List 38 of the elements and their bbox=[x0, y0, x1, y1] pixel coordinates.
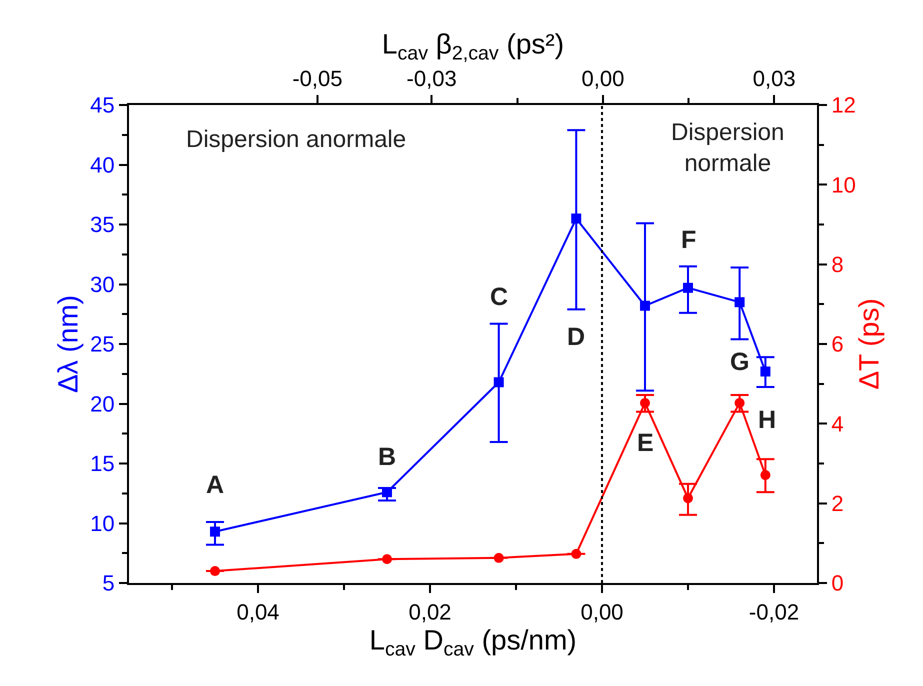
y2-tick-label: 0 bbox=[831, 570, 844, 596]
y-tick-label: 45 bbox=[90, 92, 115, 118]
annotation: C bbox=[490, 283, 508, 311]
annotation: B bbox=[378, 443, 396, 471]
y-tick-label: 30 bbox=[90, 272, 115, 297]
y-tick-label: 20 bbox=[90, 391, 115, 416]
x2-tick-label: -0,03 bbox=[406, 66, 457, 92]
y2-tick-label: 2 bbox=[831, 491, 844, 516]
x2-tick-label: -0,05 bbox=[292, 66, 342, 92]
y-tick-label: 40 bbox=[90, 152, 115, 178]
y-tick-label: 25 bbox=[90, 332, 115, 357]
x-tick-label: 0,00 bbox=[580, 599, 624, 624]
y2-tick-label: 10 bbox=[831, 172, 856, 198]
y2-tick-label: 6 bbox=[831, 332, 844, 357]
annotation: E bbox=[637, 429, 654, 457]
annotation: D bbox=[567, 323, 586, 351]
annotation: G bbox=[730, 348, 750, 376]
x-tick-label: 0,04 bbox=[236, 599, 280, 624]
y2-tick-label: 8 bbox=[831, 252, 844, 278]
x2-tick-label: 0,00 bbox=[581, 66, 624, 92]
y-tick-label: 5 bbox=[102, 570, 115, 596]
y-axis-title: Δλ (nm) bbox=[52, 294, 84, 394]
x-axis-title: L$_{cav}$ D$_{cav}$ (ps/nm) bbox=[369, 624, 577, 660]
y-tick-label: 35 bbox=[90, 212, 115, 238]
annotation: Dispersion anormale bbox=[186, 126, 406, 153]
y-tick-label: 10 bbox=[90, 510, 115, 536]
y2-tick-label: 4 bbox=[831, 411, 844, 436]
y2-tick-label: 12 bbox=[831, 92, 856, 118]
x2-axis-title: L$_{cav}$ β$_{2,cav}$ (ps²) bbox=[382, 28, 564, 64]
x-tick-label: -0,02 bbox=[748, 599, 800, 624]
annotation: A bbox=[206, 471, 224, 499]
annotation: F bbox=[681, 226, 696, 254]
x2-tick-label: 0,03 bbox=[752, 66, 796, 92]
annotation: H bbox=[758, 406, 776, 434]
y-tick-label: 15 bbox=[90, 451, 115, 476]
x-tick-label: 0,02 bbox=[408, 599, 452, 624]
y2-axis-title: ΔT (ps) bbox=[853, 298, 884, 390]
annotation: Dispersion normale bbox=[671, 119, 784, 178]
